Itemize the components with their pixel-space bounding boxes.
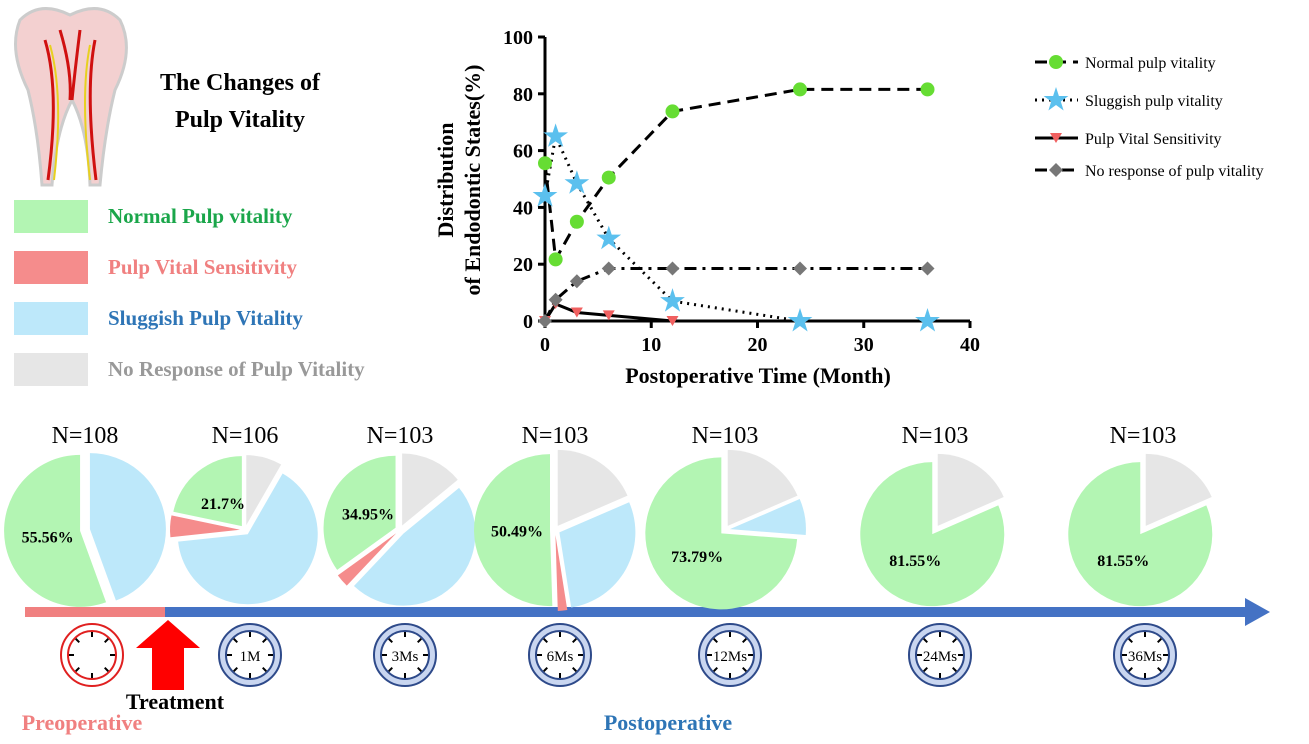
preop-label: Preoperative [22,710,143,735]
pie-slice [173,456,242,526]
marker [602,261,616,275]
clock-label: 36Ms [1128,649,1162,665]
legend-swatch [14,251,88,284]
y-tick-label: 60 [513,141,533,163]
legend-label: Sluggish Pulp Vitality [108,306,303,330]
marker [921,261,935,275]
legend-label: Normal Pulp vitality [108,204,293,228]
legend-label: Normal pulp vitality [1085,55,1216,72]
treatment-arrow [136,620,200,690]
pie-title: N=103 [367,423,434,449]
marker [549,252,563,266]
legend-swatch [14,353,88,386]
x-tick-label: 10 [641,334,661,356]
title: The Changes of [160,70,321,96]
x-tick-label: 40 [960,334,980,356]
clock-label: 24Ms [923,649,957,665]
y-tick-label: 0 [523,311,533,333]
pie-title: N=103 [522,423,589,449]
clock-label: 12Ms [713,649,747,665]
x-tick-label: 20 [748,334,768,356]
marker [538,156,552,170]
pie-value-label: 55.56% [22,530,74,547]
legend-label: No Response of Pulp Vitality [108,357,365,381]
infographic: The Changes of Pulp Vitality Treatment P… [0,0,1309,739]
pie-title: N=103 [1110,423,1177,449]
y-tick-label: 20 [513,254,533,276]
clock-label: 6Ms [547,649,574,665]
y-tick-label: 80 [513,84,533,106]
legend-marker [1049,163,1063,177]
legend-swatch [14,200,88,233]
marker [666,104,680,118]
arrow-head [1245,598,1270,626]
tooth-icon [16,9,127,185]
preop-bar [25,607,167,617]
marker [921,82,935,96]
pie-value-label: 81.55% [1097,553,1149,570]
title: Pulp Vitality [175,107,305,133]
y-axis-label: of Endodontic States(%) [460,64,485,295]
marker [565,170,590,194]
pie-value-label: 50.49% [491,524,543,541]
postop-label: Postoperative [604,710,733,735]
legend-label: No response of pulp vitality [1085,163,1264,180]
pie-value-label: 73.79% [671,549,723,566]
legend-label: Sluggish pulp vitality [1085,93,1223,110]
y-tick-label: 100 [503,27,533,49]
series-line [545,136,928,321]
legend-swatch [14,302,88,335]
postop-bar [165,607,1247,617]
marker [666,261,680,275]
legend-label: Pulp Vital Sensitivity [1085,131,1222,148]
legend-marker [1049,55,1063,69]
pie-value-label: 21.7% [201,496,245,513]
pie-slice [90,453,166,600]
pie-title: N=103 [902,423,969,449]
marker [543,123,568,146]
y-axis-label: Distribution [433,123,458,238]
marker [596,226,621,250]
legend-label: Pulp Vital Sensitivity [108,255,298,279]
clock-label: 3Ms [392,649,419,665]
pie-title: N=103 [692,423,759,449]
pie-title: N=106 [212,423,279,449]
series-line [545,89,928,259]
x-tick-label: 0 [540,334,550,356]
x-tick-label: 30 [854,334,874,356]
marker [793,261,807,275]
clock-face [68,631,116,679]
pie-title: N=108 [52,423,119,449]
pie-value-label: 34.95% [342,507,394,524]
marker [602,171,616,185]
x-axis-label: Postoperative Time (Month) [625,363,891,388]
timeline [25,598,1270,690]
pie-value-label: 81.55% [889,553,941,570]
clock-label: 1M [240,649,261,665]
marker [570,215,584,229]
marker [793,82,807,96]
series-line [545,268,928,321]
y-tick-label: 40 [513,197,533,219]
